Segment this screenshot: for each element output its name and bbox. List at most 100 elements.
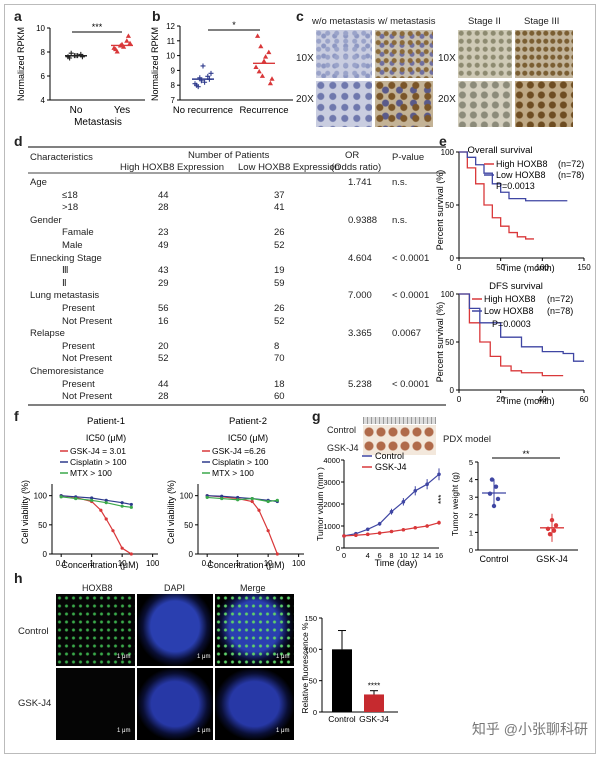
table-cell-high: 23 bbox=[158, 227, 169, 239]
data-point bbox=[259, 73, 265, 78]
x-tick-label: 6 bbox=[378, 551, 382, 560]
if-dapi-control bbox=[137, 594, 213, 666]
f1-l1: GSK-J4 = 3.01 bbox=[70, 446, 126, 456]
c-col-s3: Stage III bbox=[524, 16, 560, 27]
data-point bbox=[263, 54, 269, 59]
a-xlabel: Metastasis bbox=[74, 117, 122, 128]
e1-legend-low-n: (n=78) bbox=[558, 170, 584, 180]
volume-point bbox=[377, 531, 382, 535]
table-cell-or: 7.000 bbox=[348, 290, 372, 302]
c-row-20x-2: 20X bbox=[438, 94, 456, 105]
panel-b-plot: 7 8 9 10 11 12 * No recurrence Recurrence Nor… bbox=[150, 20, 293, 116]
y-tick-label: 8 bbox=[41, 48, 46, 57]
y-tick-label: 100 bbox=[441, 148, 455, 157]
g-ylabel: Tumor volum (mm ) bbox=[315, 467, 325, 541]
y-tick-label: 4000 bbox=[323, 456, 340, 465]
x-tick-label: 10 bbox=[118, 559, 127, 568]
table-cell-label: Ⅱ bbox=[62, 277, 67, 289]
table-cell-label: Age bbox=[30, 177, 47, 188]
h-ylabel: Relative fluorescence % bbox=[300, 622, 310, 714]
f2-ic50: IC50 (μM) bbox=[228, 433, 268, 443]
e1-ylabel: Percent survival (%) bbox=[435, 170, 445, 251]
gw-sig: ** bbox=[522, 449, 530, 459]
table-cell-label: Not Present bbox=[62, 353, 113, 365]
y-tick-label: 150 bbox=[304, 614, 317, 623]
data-point bbox=[202, 79, 208, 85]
dose-point bbox=[120, 504, 124, 508]
h-scale-4: 1 μm bbox=[117, 728, 131, 734]
table-cell-low: 52 bbox=[274, 240, 285, 251]
panel-e-top: 0 50 100 150 0 50 100 Overall survival High HO… bbox=[435, 145, 591, 273]
data-point bbox=[205, 73, 211, 79]
panel-label-g: g bbox=[312, 408, 321, 424]
f1-l3: MTX > 100 bbox=[70, 468, 112, 478]
e1-p: P=0.0013 bbox=[496, 181, 535, 191]
table-cell-or: 1.741 bbox=[348, 177, 372, 188]
dose-point bbox=[90, 498, 94, 502]
y-tick-label: 4 bbox=[41, 96, 46, 105]
h-scale-6: 1 μm bbox=[276, 728, 290, 734]
x-tick-label: 20 bbox=[496, 395, 505, 404]
table-cell-low: 18 bbox=[274, 378, 285, 390]
ihc-image-s3-20x bbox=[515, 81, 573, 127]
g-legend-control: Control bbox=[375, 451, 404, 461]
y-tick-label: 0 bbox=[313, 708, 317, 717]
dose-point bbox=[220, 496, 224, 501]
table-cell-high: 56 bbox=[158, 303, 169, 314]
table-cell-low: 60 bbox=[274, 391, 285, 403]
ihc-image-s3-10x bbox=[515, 30, 573, 78]
volume-point bbox=[365, 532, 370, 537]
data-point bbox=[125, 33, 131, 38]
y-tick-label: 50 bbox=[445, 201, 454, 210]
e2-legend-low-n: (n=78) bbox=[547, 306, 573, 316]
e2-xlabel: Time (month) bbox=[501, 396, 554, 406]
table-cell-label: >18 bbox=[62, 202, 79, 214]
table-cell-label: Gender bbox=[30, 214, 62, 226]
table-cell-label: Lung metastasis bbox=[30, 290, 100, 302]
f2-l2: Cisplatin > 100 bbox=[212, 457, 269, 467]
dose-point bbox=[104, 517, 108, 521]
h-row-control: Control bbox=[18, 626, 49, 637]
h-scale-3: 1 μm bbox=[276, 654, 290, 660]
panel-label-c: c bbox=[296, 8, 304, 24]
y-tick-label: 100 bbox=[34, 492, 48, 501]
gw-ylabel: Tumor weight (g) bbox=[450, 472, 460, 536]
volume-point bbox=[437, 472, 441, 477]
data-point bbox=[127, 40, 133, 46]
table-cell-or: 5.238 bbox=[348, 378, 372, 390]
e1-legend-low: Low HOXB8 bbox=[496, 170, 546, 180]
data-point bbox=[200, 63, 206, 69]
y-tick-label: 0 bbox=[450, 386, 455, 395]
x-tick-label: 0.1 bbox=[56, 559, 68, 568]
data-point bbox=[266, 49, 272, 55]
a-ylabel: Normalized RPKM bbox=[16, 27, 26, 101]
dose-point bbox=[90, 496, 94, 500]
panel-f1: 0.1 1 10 100 0 50 100 Patient-1 IC50 (μM) GSK-… bbox=[20, 416, 160, 570]
y-tick-label: 0 bbox=[43, 550, 48, 559]
c-row-20x: 20X bbox=[296, 94, 314, 105]
survival-line-low bbox=[459, 151, 568, 202]
panel-label-e: e bbox=[439, 133, 447, 149]
ihc-image-wo-20x bbox=[316, 81, 372, 127]
table-cell-high: 44 bbox=[158, 189, 169, 201]
x-tick-label: 14 bbox=[423, 551, 431, 560]
table-cell-label: Ⅲ bbox=[62, 265, 69, 277]
x-tick-label: 0 bbox=[342, 551, 346, 560]
data-point bbox=[261, 58, 267, 64]
y-tick-label: 3000 bbox=[323, 478, 340, 487]
dose-point bbox=[129, 552, 133, 556]
panel-label-f: f bbox=[14, 408, 19, 424]
if-hoxb8-gskj4 bbox=[56, 668, 135, 740]
weight-point bbox=[547, 531, 553, 537]
table-cell-low: 70 bbox=[274, 353, 285, 365]
dose-point bbox=[250, 499, 254, 504]
x-tick-label: 0.1 bbox=[202, 559, 214, 568]
dose-point bbox=[129, 505, 133, 509]
watermark: 知乎 @小张聊科研 bbox=[471, 721, 588, 737]
e2-legend-low: Low HOXB8 bbox=[484, 306, 534, 316]
x-tick-label: 12 bbox=[411, 551, 419, 560]
table-rules bbox=[28, 146, 446, 406]
volume-line-1 bbox=[343, 522, 440, 537]
g-img-row-gskj4: GSK-J4 bbox=[327, 443, 359, 453]
x-tick-label: 4 bbox=[366, 551, 370, 560]
